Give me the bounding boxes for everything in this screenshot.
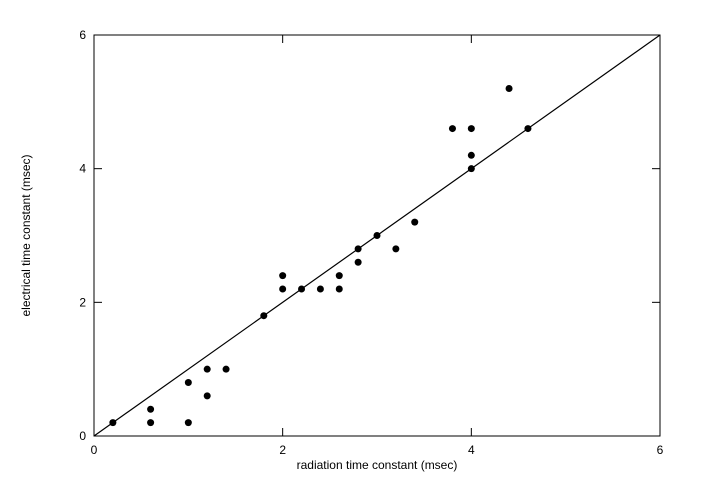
data-point — [524, 125, 532, 133]
data-point — [298, 285, 306, 293]
y-axis-label: electrical time constant (msec) — [19, 154, 33, 316]
data-point — [203, 365, 211, 373]
data-point — [467, 151, 475, 159]
data-point — [354, 258, 362, 266]
data-point — [222, 365, 230, 373]
data-point — [316, 285, 324, 293]
y-tick-label: 6 — [79, 28, 86, 42]
data-point — [279, 272, 287, 280]
data-point — [147, 419, 155, 427]
data-point — [392, 245, 400, 253]
x-axis-label: radiation time constant (msec) — [297, 458, 458, 472]
data-point — [203, 392, 211, 400]
plot-frame — [93, 34, 661, 437]
data-point — [335, 285, 343, 293]
data-point — [411, 218, 419, 226]
data-point — [184, 379, 192, 387]
y-tick-label: 2 — [79, 295, 86, 309]
data-point — [260, 312, 268, 320]
x-tick-label: 2 — [279, 443, 286, 457]
y-tick-label: 4 — [79, 162, 86, 176]
data-point — [505, 84, 513, 92]
data-point — [279, 285, 287, 293]
data-point — [448, 125, 456, 133]
data-point — [109, 419, 117, 427]
data-point — [373, 232, 381, 239]
data-point — [184, 419, 192, 427]
data-point — [335, 272, 343, 280]
x-tick-label: 0 — [91, 443, 98, 457]
x-tick-label: 4 — [468, 443, 475, 457]
data-point — [147, 405, 155, 413]
data-point — [467, 165, 475, 173]
y-tick-label: 0 — [79, 429, 86, 443]
data-point — [354, 245, 362, 253]
x-tick-label: 6 — [657, 443, 664, 457]
data-point — [467, 125, 475, 133]
